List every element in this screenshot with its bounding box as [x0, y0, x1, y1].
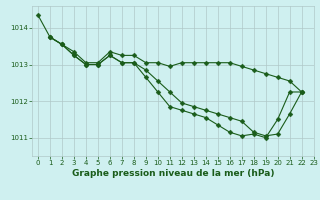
X-axis label: Graphe pression niveau de la mer (hPa): Graphe pression niveau de la mer (hPa) [72, 169, 274, 178]
